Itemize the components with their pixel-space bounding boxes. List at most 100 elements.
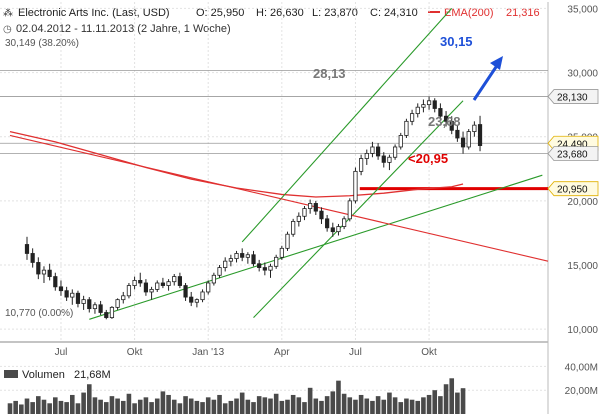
volume-bar <box>53 397 58 414</box>
volume-bar <box>455 392 460 414</box>
annotation-support: <20,95 <box>408 151 448 166</box>
volume-bar <box>353 399 358 414</box>
candle-body <box>92 304 98 310</box>
candle-body <box>200 291 205 301</box>
volume-bar <box>313 398 319 414</box>
arrow-shaft <box>472 63 500 101</box>
volume-bar <box>30 402 35 414</box>
x-tick-label: Jan '13 <box>192 347 224 358</box>
x-tick-label: Jul <box>55 347 68 358</box>
volume-bar <box>279 400 285 414</box>
volume-tick-label: 40,00M <box>565 362 598 373</box>
candle-body <box>347 200 352 220</box>
candle-body <box>194 299 199 303</box>
volume-bar <box>143 397 149 414</box>
volume-bar <box>24 398 30 414</box>
volume-bar <box>188 398 194 414</box>
candle-body <box>449 120 454 131</box>
volume-bar <box>370 400 375 414</box>
volume-bar <box>47 403 52 414</box>
volume-bar <box>421 397 426 414</box>
volume-bar <box>398 402 404 414</box>
candle-body <box>296 215 301 222</box>
volume-bar <box>7 403 13 414</box>
candle-body <box>257 263 262 268</box>
volume-bar <box>415 400 421 414</box>
candle-body <box>262 267 267 271</box>
y-tick-label: 15,000 <box>567 261 598 272</box>
volume-bar <box>166 394 171 414</box>
x-tick-label: Jul <box>349 347 362 358</box>
volume-swatch <box>4 370 18 378</box>
volume-bar <box>358 394 364 414</box>
candle-body <box>47 269 52 277</box>
candle-body <box>370 146 375 154</box>
volume-tick-label: 20,00M <box>565 386 598 397</box>
volume-bar <box>171 399 177 414</box>
volume-bar <box>364 398 370 414</box>
candle-body <box>308 203 313 209</box>
trendline-long-support <box>89 174 543 320</box>
candle-body <box>223 260 228 268</box>
volume-bar <box>296 397 302 414</box>
volume-bar <box>200 402 205 414</box>
candle-body <box>228 258 233 262</box>
candle-body <box>245 254 250 258</box>
volume-bar <box>149 402 154 414</box>
volume-bar <box>205 397 211 414</box>
volume-bar <box>75 403 81 414</box>
candle-body <box>217 267 222 276</box>
volume-bar <box>341 393 347 414</box>
volume-bar <box>81 392 86 414</box>
volume-value: 21,68M <box>74 369 111 381</box>
chart-title: Electronic Arts Inc. (Last, USD) <box>18 7 170 19</box>
volume-bar <box>302 402 307 414</box>
candle-body <box>251 254 256 265</box>
candle-body <box>81 299 86 304</box>
candle-body <box>75 292 81 304</box>
candle-body <box>87 299 92 310</box>
candle-body <box>189 296 194 303</box>
volume-bar <box>460 388 466 414</box>
volume-bar <box>69 394 75 414</box>
x-tick-label: Okt <box>127 347 143 358</box>
high-value: H: 26,630 <box>256 7 304 19</box>
candle-body <box>336 226 341 233</box>
volume-bar <box>160 391 166 414</box>
x-tick-label: Apr <box>274 347 290 358</box>
candle-body <box>376 146 381 157</box>
volume-bar <box>438 396 443 414</box>
volume-bar <box>285 399 290 414</box>
candle-body <box>421 104 426 108</box>
y-tick-label: 30,000 <box>567 69 598 80</box>
y-tick-label: 35,000 <box>567 4 598 15</box>
annotation-target-high: 30,15 <box>440 34 473 49</box>
volume-bar <box>404 398 409 414</box>
candle-body <box>359 158 364 172</box>
candle-body <box>206 282 211 293</box>
candle-body <box>426 100 432 106</box>
volume-bar <box>268 398 273 414</box>
candle-body <box>443 115 449 122</box>
close-value: C: 24,310 <box>370 7 418 19</box>
candle-body <box>234 253 239 260</box>
candle-body <box>409 113 415 122</box>
annotation-low: 23,68 <box>428 114 461 129</box>
volume-bar <box>307 387 313 414</box>
y-tick-label: 20,000 <box>567 197 598 208</box>
candle-body <box>41 269 47 275</box>
candle-body <box>313 203 318 212</box>
candle-body <box>58 286 64 292</box>
candle-body <box>36 262 41 275</box>
volume-bar <box>36 396 41 414</box>
candle-body <box>183 285 188 298</box>
volume-bar <box>103 402 109 414</box>
candle-body <box>126 285 132 297</box>
volume-bar <box>109 396 115 414</box>
candle-body <box>30 253 35 263</box>
volume-bar <box>392 397 398 414</box>
arrow-head-icon <box>490 56 503 70</box>
volume-bar <box>290 394 296 414</box>
price-tag-label: 28,130 <box>557 93 588 104</box>
volume-area: 40,00M 20,00M <box>0 362 598 414</box>
